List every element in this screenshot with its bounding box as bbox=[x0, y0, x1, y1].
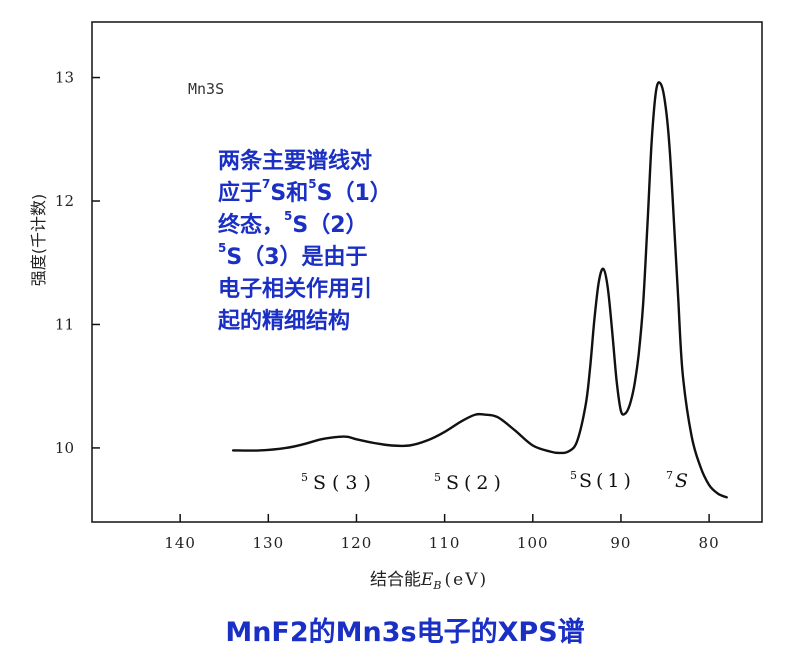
x-tick-label: 80 bbox=[699, 534, 720, 552]
y-tick-label: 13 bbox=[55, 69, 74, 87]
x-tick-label: 100 bbox=[517, 534, 549, 552]
y-axis-label: 强度(千计数) bbox=[29, 194, 48, 287]
annotation-line-1: 两条主要谱线对 bbox=[218, 149, 373, 174]
annotation-line-5: 电子相关作用引 bbox=[218, 277, 373, 302]
y-tick-label: 12 bbox=[55, 192, 74, 210]
annotation-line-6: 起的精细结构 bbox=[218, 309, 351, 334]
plot-frame bbox=[91, 21, 763, 523]
annotation-line-3: 终态，5S（2） bbox=[218, 209, 368, 238]
spectrum-line bbox=[231, 81, 728, 499]
x-tick-label: 120 bbox=[341, 534, 373, 552]
x-tick-label: 90 bbox=[610, 534, 631, 552]
inset-label: Mn3S bbox=[188, 80, 224, 98]
x-axis-ticks: 140 130 120 110 100 90 80 bbox=[164, 514, 719, 552]
x-tick-label: 140 bbox=[164, 534, 196, 552]
y-axis-ticks: 10 11 12 13 bbox=[55, 69, 100, 457]
peak-label-5s1: 5 S(1) bbox=[570, 469, 635, 492]
annotation-line-2: 应于7S和5S（1） bbox=[218, 177, 392, 206]
peak-label-5s2: 5 S(2) bbox=[434, 471, 506, 494]
x-axis-label: 结合能EB (eV) bbox=[370, 570, 488, 592]
y-tick-label: 10 bbox=[55, 439, 74, 457]
annotation-text: 两条主要谱线对 应于7S和5S（1） 终态，5S（2） 5S（3）是由于 电子相… bbox=[218, 146, 458, 338]
peak-label-5s3: 5 S(3) bbox=[301, 471, 377, 494]
y-tick-label: 11 bbox=[55, 315, 74, 333]
chart-title: MnF2的Mn3s电子的XPS谱 bbox=[225, 617, 585, 648]
x-tick-label: 130 bbox=[252, 534, 284, 552]
annotation-line-4: 5S（3）是由于 bbox=[218, 241, 368, 270]
x-tick-label: 110 bbox=[429, 534, 461, 552]
